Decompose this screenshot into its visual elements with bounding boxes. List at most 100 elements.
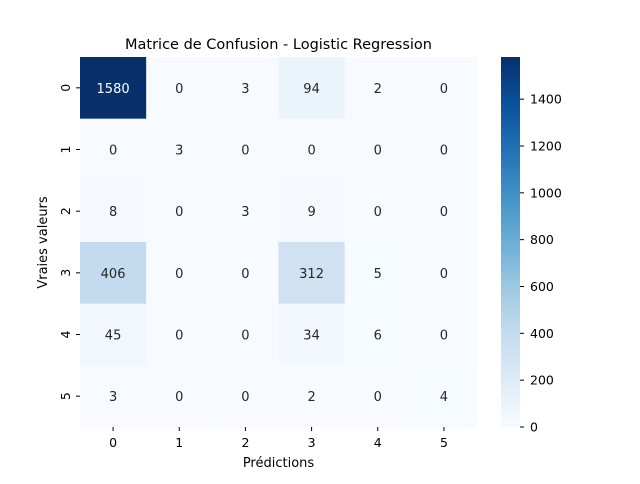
cell-annotation: 0: [374, 205, 382, 220]
heatmap-cell-r1-c0: [80, 118, 147, 181]
x-axis-ticks: 0 1 2 3 4 5: [109, 427, 448, 450]
heatmap-cell-r3-c1: [146, 242, 213, 305]
heatmap-cell-r4-c2: [212, 303, 279, 366]
heatmap-cell-r3-c0: [80, 242, 147, 305]
cell-annotation: 3: [241, 82, 249, 97]
cell-annotation: 0: [175, 82, 183, 97]
heatmap-cell-r1-c1: [146, 118, 213, 181]
heatmap-cell-r1-c4: [344, 118, 412, 181]
cell-annotation: 312: [299, 267, 324, 282]
heatmap-cell-r4-c0: [80, 303, 147, 366]
heatmap-cell-r2-c2: [212, 180, 279, 243]
heatmap-cell-r2-c3: [278, 180, 346, 243]
cell-annotation: 0: [241, 390, 249, 405]
heatmap-cell-r0-c3: [278, 57, 346, 120]
cell-annotation: 0: [175, 267, 183, 282]
cell-annotation: 3: [109, 390, 117, 405]
colorbar-tick-label: 600: [530, 279, 554, 294]
cell-annotation: 6: [374, 329, 382, 344]
colorbar-tick-label: 1200: [530, 138, 562, 153]
heatmap-cell-r3-c5: [410, 242, 478, 305]
y-tick-label: 4: [58, 330, 73, 338]
y-tick-label: 0: [58, 84, 73, 92]
colorbar: [501, 57, 520, 427]
heatmap-cell-r5-c0: [80, 365, 147, 428]
colorbar-ticks: 0 200 400 600 800 1000 1200 1400: [520, 92, 562, 435]
heatmap-cell-r3-c3: [278, 242, 346, 305]
cell-annotation: 0: [440, 144, 448, 159]
heatmap-cell-r0-c1: [146, 57, 213, 120]
heatmap-cell-r4-c5: [410, 303, 478, 366]
heatmap-cell-r0-c2: [212, 57, 279, 120]
x-tick-label: 4: [374, 435, 382, 450]
x-axis-label: Prédictions: [243, 456, 315, 471]
heatmap-cell-r4-c1: [146, 303, 213, 366]
heatmap-cell-r5-c4: [344, 365, 412, 428]
chart-title: Matrice de Confusion - Logistic Regressi…: [125, 37, 432, 53]
cell-annotation: 45: [105, 329, 122, 344]
colorbar-tick-label: 1400: [530, 92, 562, 107]
x-tick-label: 2: [241, 435, 249, 450]
heatmap-cell-r1-c5: [410, 118, 478, 181]
heatmap-cell-r5-c1: [146, 365, 213, 428]
heatmap-cell-r5-c2: [212, 365, 279, 428]
heatmap-cells: [80, 57, 478, 428]
cell-annotation: 0: [440, 267, 448, 282]
cell-annotation: 5: [374, 267, 382, 282]
cell-annotation: 3: [175, 144, 183, 159]
cell-annotation: 0: [175, 390, 183, 405]
cell-annotation: 0: [241, 144, 249, 159]
heatmap-cell-r5-c5: [410, 365, 478, 428]
cell-annotation: 0: [307, 144, 315, 159]
colorbar-tick-label: 400: [530, 326, 554, 341]
cell-annotation: 8: [109, 205, 117, 220]
cell-annotation: 3: [241, 205, 249, 220]
cell-annotation: 34: [303, 329, 320, 344]
heatmap-cell-r0-c4: [344, 57, 412, 120]
y-axis-ticks: 0 1 2 3 4 5: [58, 84, 80, 400]
y-tick-label: 1: [58, 146, 73, 154]
heatmap-cell-r3-c4: [344, 242, 412, 305]
y-tick-label: 2: [58, 207, 73, 215]
x-tick-label: 5: [440, 435, 448, 450]
heatmap-cell-r2-c5: [410, 180, 478, 243]
y-tick-label: 3: [58, 269, 73, 277]
cell-annotation: 0: [374, 144, 382, 159]
heatmap-cell-r4-c3: [278, 303, 346, 366]
heatmap-cell-r0-c5: [410, 57, 478, 120]
heatmap-cell-r4-c4: [344, 303, 412, 366]
cell-annotation: 0: [440, 205, 448, 220]
cell-annotation: 0: [440, 329, 448, 344]
heatmap-cell-r3-c2: [212, 242, 279, 305]
cell-annotation: 0: [109, 144, 117, 159]
x-tick-label: 3: [308, 435, 316, 450]
cell-annotation: 406: [101, 267, 126, 282]
cell-annotation: 0: [175, 205, 183, 220]
heatmap-cell-r2-c4: [344, 180, 412, 243]
cell-annotation: 0: [241, 329, 249, 344]
cell-annotation: 0: [374, 390, 382, 405]
heatmap-cell-r1-c3: [278, 118, 346, 181]
cell-annotation: 94: [303, 82, 320, 97]
heatmap-cell-r5-c3: [278, 365, 346, 428]
cell-annotation: 1580: [97, 82, 130, 97]
heatmap-cell-r2-c1: [146, 180, 213, 243]
y-axis-label: Vraies valeurs: [36, 196, 51, 289]
y-tick-label: 5: [58, 392, 73, 400]
heatmap-cell-r2-c0: [80, 180, 147, 243]
colorbar-tick-label: 0: [530, 420, 538, 435]
cell-annotation: 2: [374, 82, 382, 97]
cell-annotation: 9: [307, 205, 315, 220]
heatmap-cell-r1-c2: [212, 118, 279, 181]
colorbar-tick-label: 200: [530, 373, 554, 388]
heatmap-cell-r0-c0: [80, 57, 147, 120]
colorbar-tick-label: 1000: [530, 185, 562, 200]
cell-annotation: 4: [440, 390, 448, 405]
x-tick-label: 1: [175, 435, 183, 450]
cell-annotation: 2: [307, 390, 315, 405]
cell-annotation: 0: [440, 82, 448, 97]
cell-annotation: 0: [175, 329, 183, 344]
x-tick-label: 0: [109, 435, 117, 450]
